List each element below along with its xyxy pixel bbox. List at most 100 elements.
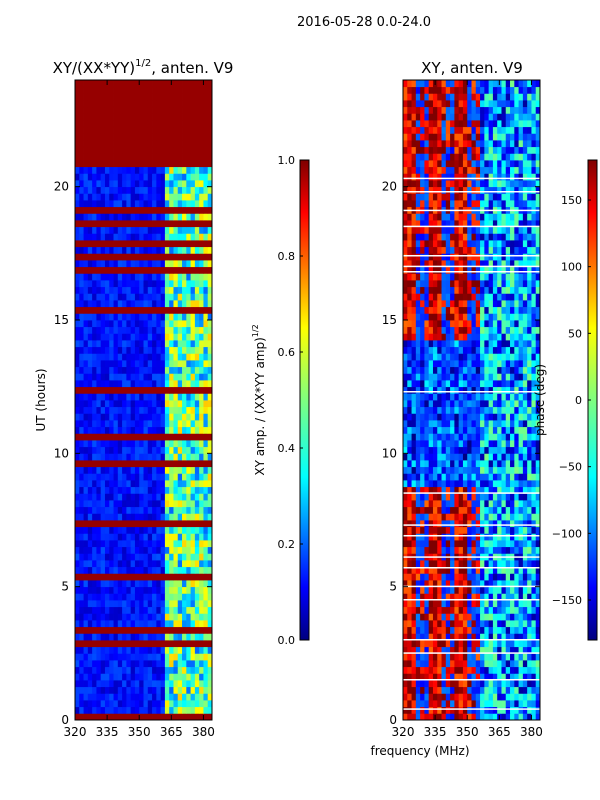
- heatmap-cell: [518, 353, 524, 361]
- heatmap-cell: [87, 673, 93, 681]
- heatmap-cell: [160, 393, 166, 401]
- heatmap-cell: [160, 593, 166, 601]
- heatmap-cell: [152, 373, 157, 381]
- heatmap-cell: [199, 126, 204, 134]
- heatmap-cell: [190, 440, 196, 448]
- heatmap-cell: [471, 540, 477, 548]
- heatmap-cell: [199, 380, 204, 388]
- heatmap-cell: [75, 420, 80, 428]
- heatmap-cell: [134, 373, 140, 381]
- heatmap-cell: [152, 486, 157, 494]
- heatmap-cell: [480, 440, 485, 448]
- heatmap-cell: [471, 533, 477, 541]
- heatmap-cell: [160, 586, 166, 594]
- heatmap-cell: [445, 633, 451, 641]
- heatmap-cell: [518, 380, 524, 388]
- heatmap-cell: [203, 693, 209, 701]
- heatmap-cell: [113, 186, 119, 194]
- heatmap-cell: [514, 480, 519, 488]
- heatmap-cell: [403, 453, 408, 461]
- heatmap-cell: [186, 613, 191, 621]
- heatmap-cell: [467, 566, 472, 574]
- heatmap-cell: [190, 486, 196, 494]
- heatmap-cell: [169, 420, 174, 428]
- heatmap-cell: [177, 433, 183, 441]
- heatmap-cell: [173, 520, 179, 528]
- heatmap-cell: [143, 520, 149, 528]
- heatmap-cell: [522, 593, 528, 601]
- heatmap-cell: [445, 566, 451, 574]
- heatmap-cell: [134, 353, 140, 361]
- heatmap-cell: [432, 613, 438, 621]
- heatmap-cell: [454, 586, 460, 594]
- heatmap-cell: [203, 480, 209, 488]
- heatmap-cell: [130, 126, 136, 134]
- heatmap-cell: [173, 533, 179, 541]
- heatmap-cell: [462, 460, 468, 468]
- heatmap-cell: [113, 446, 119, 454]
- heatmap-cell: [79, 386, 84, 394]
- heatmap-cell: [514, 373, 519, 381]
- heatmap-cell: [501, 540, 507, 548]
- heatmap-cell: [207, 406, 213, 414]
- heatmap-cell: [104, 366, 110, 374]
- heatmap-cell: [75, 286, 80, 294]
- heatmap-cell: [403, 653, 408, 661]
- heatmap-cell: [522, 600, 528, 608]
- heatmap-cell: [160, 513, 166, 521]
- heatmap-cell: [428, 486, 434, 494]
- heatmap-cell: [109, 400, 114, 408]
- heatmap-cell: [186, 673, 191, 681]
- heatmap-cell: [454, 546, 460, 554]
- heatmap-cell: [160, 600, 166, 608]
- heatmap-cell: [514, 460, 519, 468]
- heatmap-cell: [164, 260, 170, 268]
- heatmap-cell: [497, 693, 502, 701]
- heatmap-cell: [207, 633, 213, 641]
- heatmap-cell: [445, 626, 451, 634]
- heatmap-cell: [109, 313, 114, 321]
- heatmap-cell: [152, 560, 157, 568]
- heatmap-cell: [122, 606, 127, 614]
- heatmap-cell: [522, 446, 528, 454]
- heatmap-cell: [96, 546, 102, 554]
- heatmap-cell: [450, 373, 455, 381]
- heatmap-cell: [139, 520, 144, 528]
- heatmap-cell: [113, 620, 119, 628]
- heatmap-cell: [139, 613, 144, 621]
- heatmap-cell: [437, 560, 442, 568]
- heatmap-cell: [527, 446, 532, 454]
- heatmap-cell: [156, 673, 162, 681]
- heatmap-cell: [126, 580, 132, 588]
- heatmap-cell: [169, 413, 174, 421]
- heatmap-cell: [156, 393, 162, 401]
- heatmap-cell: [147, 693, 153, 701]
- heatmap-cell: [505, 580, 511, 588]
- heatmap-cell: [194, 686, 200, 694]
- heatmap-cell: [480, 333, 485, 341]
- heatmap-cell: [207, 346, 213, 354]
- heatmap-cell: [203, 453, 209, 461]
- heatmap-cell: [122, 400, 127, 408]
- heatmap-cell: [164, 320, 170, 328]
- heatmap-cell: [450, 566, 455, 574]
- heatmap-cell: [92, 186, 97, 194]
- heatmap-cell: [522, 566, 528, 574]
- heatmap-cell: [199, 393, 204, 401]
- heatmap-cell: [458, 333, 464, 341]
- heatmap-cell: [92, 626, 97, 634]
- heatmap-cell: [169, 593, 174, 601]
- heatmap-cell: [113, 413, 119, 421]
- heatmap-cell: [403, 346, 408, 354]
- heatmap-cell: [194, 166, 200, 174]
- heatmap-cell: [164, 386, 170, 394]
- heatmap-cell: [428, 326, 434, 334]
- heatmap-cell: [143, 300, 149, 308]
- heatmap-cell: [160, 380, 166, 388]
- heatmap-cell: [194, 493, 200, 501]
- heatmap-cell: [104, 206, 110, 214]
- heatmap-cell: [428, 520, 434, 528]
- heatmap-cell: [467, 493, 472, 501]
- heatmap-cell: [177, 413, 183, 421]
- heatmap-cell: [514, 633, 519, 641]
